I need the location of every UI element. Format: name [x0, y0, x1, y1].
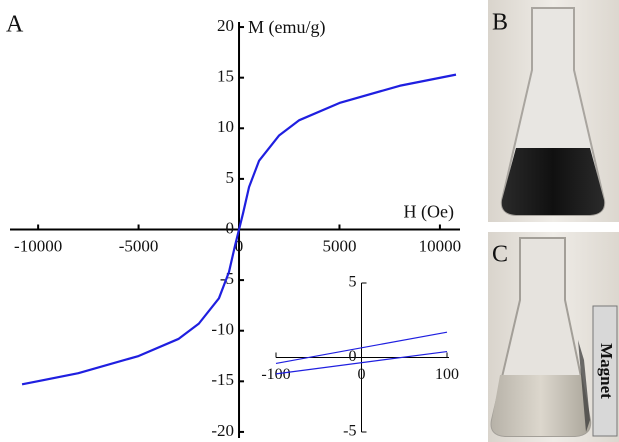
- x-tick-label: 100: [435, 366, 459, 383]
- photo-b: [488, 0, 619, 222]
- y-tick-label: -20: [211, 421, 234, 440]
- y-tick-label: 15: [217, 67, 234, 86]
- data-line: [275, 331, 448, 365]
- y-tick-label: 0: [226, 218, 235, 237]
- y-tick-label: -15: [211, 370, 234, 389]
- y-tick-label: -5: [343, 423, 356, 440]
- data-line: [21, 73, 457, 386]
- panel-label: A: [6, 12, 24, 38]
- y-axis-label: M (emu/g): [248, 17, 325, 38]
- x-tick-label: 0: [235, 236, 244, 255]
- y-tick-label: 5: [226, 168, 235, 187]
- photo-c: Magnet: [488, 232, 619, 442]
- x-tick-label: 0: [358, 366, 366, 383]
- x-tick-label: 10000: [419, 236, 462, 255]
- y-tick-label: 0: [349, 348, 357, 365]
- x-tick-label: -5000: [119, 236, 159, 255]
- panel-label: C: [492, 242, 508, 268]
- x-tick-label: -100: [261, 366, 290, 383]
- y-tick-label: -10: [211, 320, 234, 339]
- magnet-label: Magnet: [597, 343, 616, 399]
- data-line: [275, 350, 448, 375]
- x-axis-label: H (Oe): [404, 202, 454, 223]
- y-tick-label: 5: [349, 274, 357, 291]
- x-tick-label: 5000: [322, 236, 356, 255]
- y-tick-label: 20: [217, 16, 234, 35]
- x-tick-label: -10000: [14, 236, 62, 255]
- y-tick-label: 10: [217, 117, 234, 136]
- panel-label: B: [492, 10, 508, 36]
